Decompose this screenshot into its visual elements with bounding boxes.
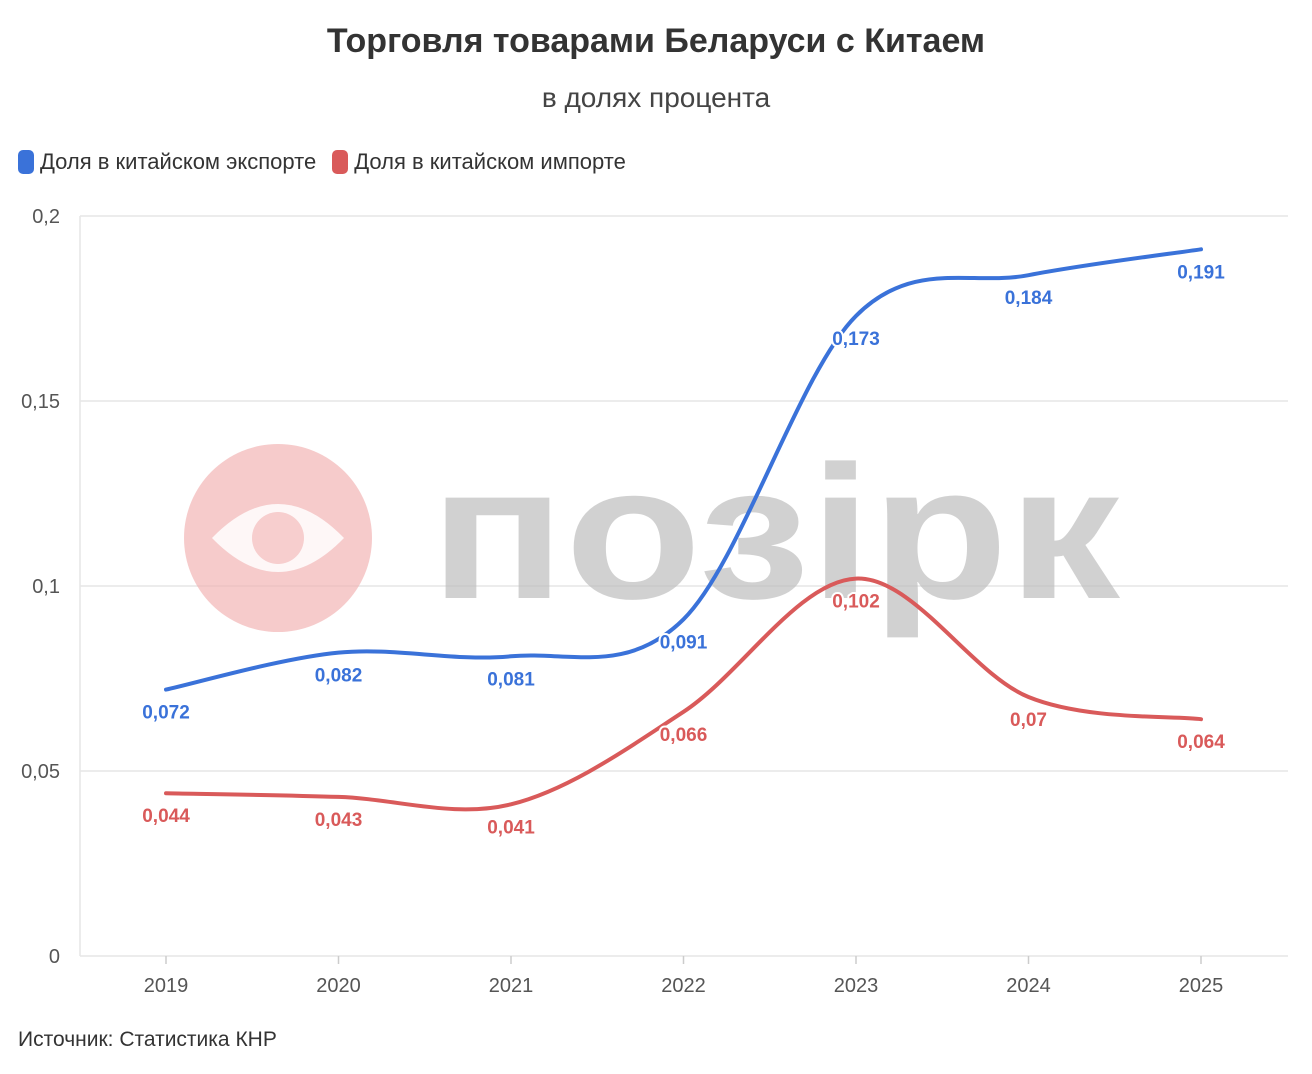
legend-swatch-import (332, 150, 349, 174)
data-label: 0,064 (1177, 732, 1225, 753)
watermark-pupil-icon (252, 512, 304, 564)
y-tick-label: 0,15 (21, 391, 60, 413)
y-tick-label: 0,1 (32, 576, 60, 598)
x-tick-label: 2021 (489, 975, 534, 997)
series-line-import (164, 576, 1203, 812)
legend-swatch-export (18, 150, 34, 174)
chart-title: Торговля товарами Беларуси с Китаем (326, 22, 986, 60)
source-note: Источник: Статистика КНР (18, 1028, 277, 1051)
data-label: 0,066 (660, 725, 708, 746)
y-tick-label: 0,05 (21, 761, 60, 783)
data-label: 0,07 (1010, 710, 1047, 731)
legend-label-import: Доля в китайском импорте (354, 149, 626, 174)
data-label: 0,184 (1005, 288, 1053, 309)
x-tick-label: 2019 (144, 975, 189, 997)
data-label: 0,044 (142, 806, 190, 827)
series-line-export (164, 247, 1203, 692)
legend: Доля в китайском экспорте Доля в китайск… (18, 146, 626, 178)
data-label: 0,191 (1177, 262, 1225, 283)
watermark-text: позірк (430, 427, 1121, 639)
x-tick-label: 2025 (1179, 975, 1224, 997)
x-tick-label: 2022 (661, 975, 706, 997)
y-tick-label: 0,2 (32, 206, 60, 228)
x-tick-label: 2024 (1006, 975, 1051, 997)
x-tick-label: 2023 (834, 975, 879, 997)
legend-label-export: Доля в китайском экспорте (40, 149, 317, 174)
y-tick-label: 0 (49, 946, 60, 968)
data-label: 0,082 (315, 666, 363, 687)
data-label: 0,043 (315, 810, 363, 831)
chart-subtitle: в долях процента (541, 82, 771, 113)
legend-item-import[interactable]: Доля в китайском импорте (332, 149, 626, 175)
x-tick-label: 2020 (316, 975, 361, 997)
watermark: позірк (184, 427, 1121, 639)
legend-item-export[interactable]: Доля в китайском экспорте (18, 149, 316, 175)
data-label: 0,102 (832, 592, 880, 613)
data-label: 0,081 (487, 669, 535, 690)
data-label: 0,041 (487, 817, 535, 838)
data-label: 0,091 (660, 632, 708, 653)
data-label: 0,173 (832, 329, 880, 350)
data-label: 0,072 (142, 703, 190, 724)
